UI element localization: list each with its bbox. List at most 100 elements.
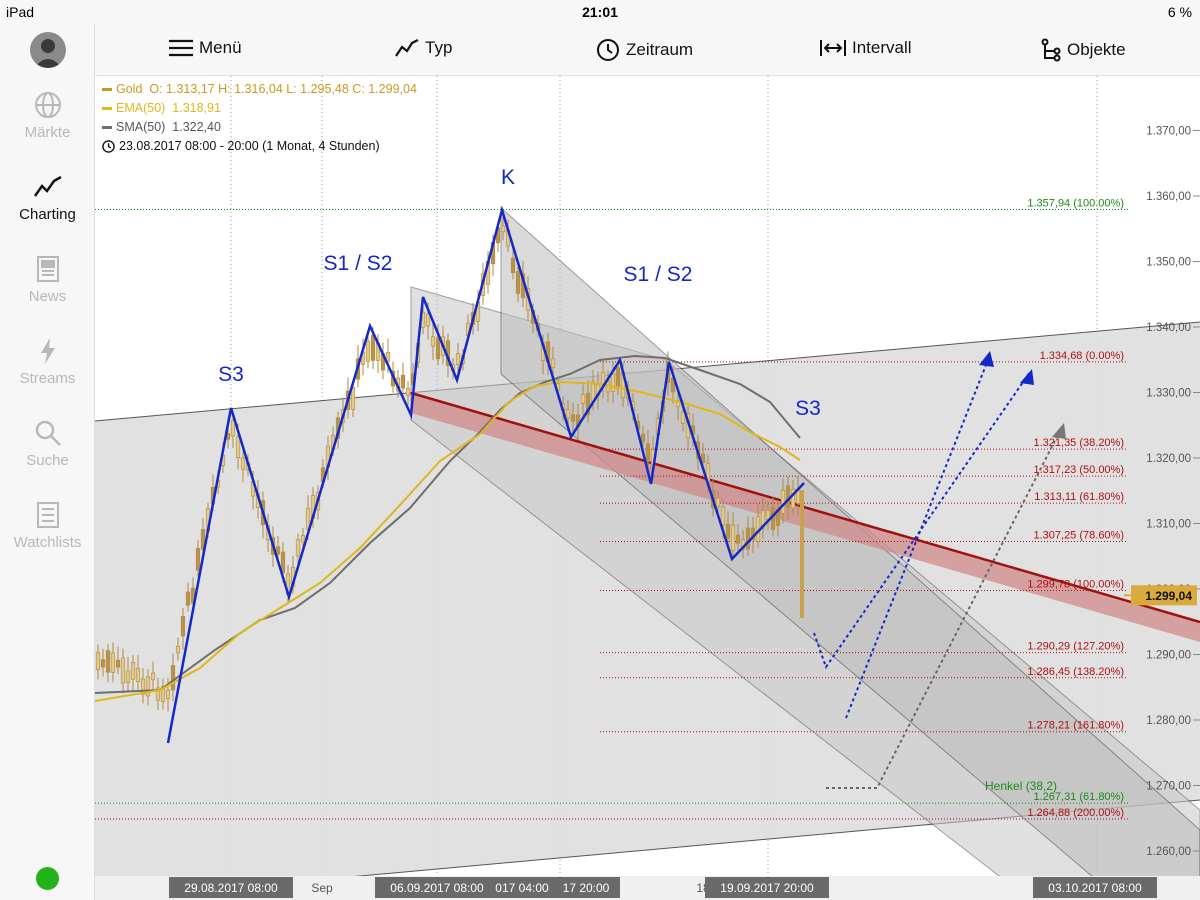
fib-level-label: 1.299,78 (100.00%): [1027, 578, 1124, 590]
ema-label: EMA(50): [116, 101, 166, 115]
candle-body: [550, 358, 556, 368]
date-range: 23.08.2017 08:00 - 20:00 (1 Monat, 4 Stu…: [119, 139, 380, 153]
ema-line: [95, 380, 801, 702]
candle-body: [510, 257, 516, 274]
interval-button[interactable]: Intervall: [820, 38, 912, 58]
sidebar-item-news[interactable]: News: [0, 254, 95, 305]
candle-body: [130, 662, 136, 680]
sidebar-item-label: Charting: [19, 206, 76, 223]
annotation-s12-right: S1 / S2: [624, 263, 693, 286]
ohlc-values: O: 1.313,17 H: 1.316,04 L: 1.295,48 C: 1…: [149, 82, 417, 96]
x-label-badge: [552, 877, 620, 898]
line-chart-icon: [395, 39, 419, 57]
x-label-badge: [169, 877, 293, 898]
fib-level-label: 1.334,68 (0.00%): [1040, 350, 1124, 362]
x-tick-label: 017 04:00: [495, 881, 549, 895]
annotation-s3-left: S3: [218, 363, 244, 386]
fibonacci-levels: 1.357,94 (100.00%) 1.334,68 (0.00%) 1.321,…: [95, 197, 1128, 820]
y-tick-label: 1.260,00: [1146, 846, 1191, 858]
legend-sma-row: SMA(50) 1.322,40: [102, 118, 417, 137]
clock: 21:01: [582, 4, 618, 20]
candle-body: [680, 411, 686, 424]
device-name: iPad: [6, 4, 35, 20]
objects-label: Objekte: [1067, 40, 1126, 59]
x-label-badge: [484, 877, 560, 898]
sma-label: SMA(50): [116, 120, 166, 134]
legend-ema-row: EMA(50) 1.318,91: [102, 99, 417, 118]
hamburger-icon: [169, 39, 193, 57]
period-button[interactable]: Zeitraum: [596, 38, 693, 62]
candle-body: [760, 510, 766, 529]
candle-body: [115, 659, 121, 668]
interval-arrows-icon: [820, 40, 846, 56]
candle-body: [180, 616, 186, 637]
x-tick-label: 06.09.2017 08:00: [390, 881, 484, 895]
price-chart[interactable]: 1.357,94 (100.00%) 1.334,68 (0.00%) 1.321,…: [95, 76, 1200, 900]
sidebar-item-charting[interactable]: Charting: [0, 172, 95, 223]
search-icon: [35, 420, 61, 446]
candle-body: [175, 646, 181, 654]
news-icon: [36, 256, 59, 282]
y-tick-label: 1.310,00: [1146, 519, 1191, 531]
x-tick-label: Sep: [311, 881, 333, 895]
candle-body: [240, 457, 246, 470]
annotation-s12-left: S1 / S2: [324, 252, 393, 275]
candle-body: [645, 443, 651, 463]
candle-body: [150, 672, 156, 681]
y-tick-label: 1.350,00: [1146, 257, 1191, 269]
menu-button[interactable]: Menü: [169, 38, 242, 58]
candle-body: [170, 665, 176, 691]
sidebar-item-label: Suche: [26, 452, 69, 469]
menu-label: Menü: [199, 38, 242, 57]
sidebar-item-watchlists[interactable]: Watchlists: [0, 500, 95, 551]
candle-body: [200, 528, 206, 550]
objects-button[interactable]: Objekte: [1041, 38, 1126, 62]
arrowhead: [1020, 369, 1034, 385]
lightning-icon: [40, 338, 55, 364]
battery-level: 6 %: [1167, 4, 1192, 20]
sidebar-item-markets[interactable]: Märkte: [0, 90, 95, 141]
avatar[interactable]: [30, 32, 66, 68]
candle-body: [195, 548, 201, 571]
x-tick-label: 29.08.2017 08:00: [184, 881, 278, 895]
candle-body: [455, 353, 461, 365]
fib-level-label: 1.317,23 (50.00%): [1033, 464, 1124, 476]
y-tick-label: 1.330,00: [1146, 388, 1191, 400]
candle-body: [155, 687, 161, 701]
candle-body: [370, 334, 376, 361]
candle-body: [615, 367, 621, 389]
candle-body: [580, 394, 586, 404]
period-label: Zeitraum: [626, 40, 694, 59]
x-tick-label: 03.10.2017 08:00: [1048, 881, 1142, 895]
candle-body: [365, 340, 371, 362]
sidebar-item-label: News: [28, 288, 67, 305]
red-channel-line: [410, 391, 1200, 624]
status-bar: iPad 21:01 6 %: [0, 0, 1200, 24]
sma-swatch: [102, 126, 112, 130]
candle-body: [570, 414, 576, 422]
candle-body: [725, 523, 731, 539]
projection-arrow-3: [826, 426, 1063, 789]
sidebar-item-label: Streams: [19, 370, 76, 387]
instrument-name: Gold: [116, 82, 143, 96]
candle-body: [280, 551, 286, 574]
sidebar-item-search[interactable]: Suche: [0, 418, 95, 469]
candle-body: [105, 650, 111, 673]
candle-body: [790, 489, 796, 509]
globe-icon: [34, 92, 61, 118]
candle-body: [405, 387, 411, 396]
sidebar-item-streams[interactable]: Streams: [0, 336, 95, 387]
connection-status-indicator: [36, 867, 59, 890]
candle-body: [585, 393, 591, 416]
candle-body: [800, 490, 804, 618]
type-button[interactable]: Typ: [395, 38, 452, 58]
x-label-badge: [705, 877, 829, 898]
fib-level-label: 1.264,88 (200.00%): [1027, 807, 1124, 819]
elliott-pattern: [166, 205, 805, 744]
fib-level-label: 1.278,21 (161.80%): [1027, 720, 1124, 732]
candle-body: [100, 659, 106, 668]
candle-body: [610, 373, 616, 392]
chart-legend: Gold O: 1.313,17 H: 1.316,04 L: 1.295,48…: [102, 80, 417, 156]
candle-body: [565, 409, 571, 419]
candle-body: [435, 337, 441, 360]
